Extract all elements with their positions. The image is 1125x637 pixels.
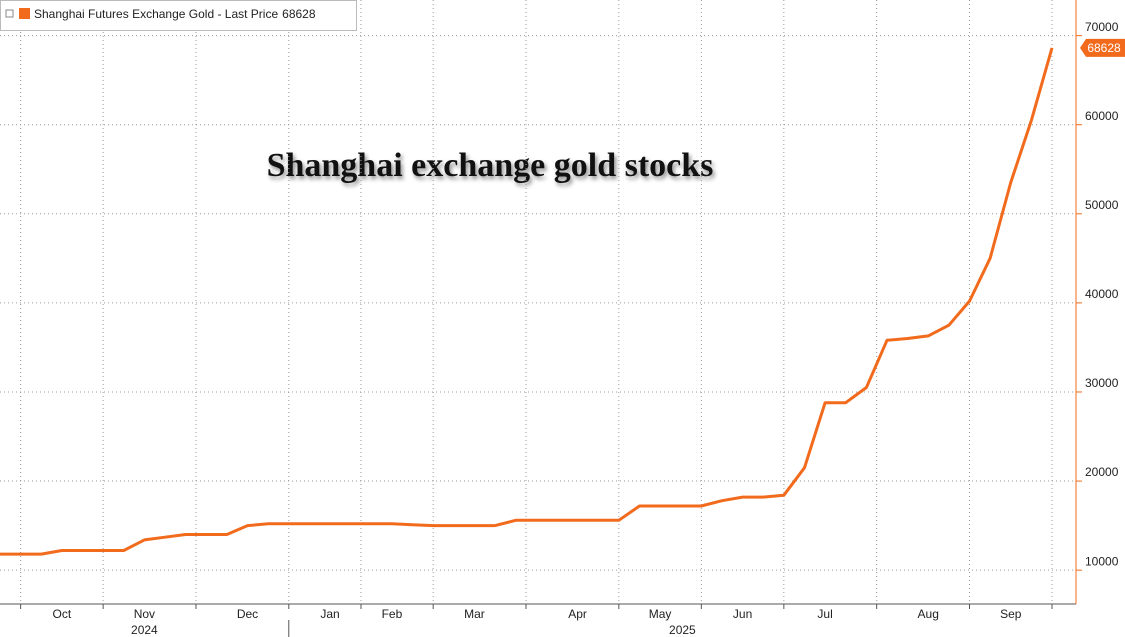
year-label: 2024 [131, 623, 158, 637]
x-tick-label: Apr [568, 607, 587, 621]
year-label: 2025 [669, 623, 696, 637]
y-tick-label: 40000 [1085, 287, 1119, 301]
y-tick-label: 20000 [1085, 465, 1119, 479]
last-value-tag [1080, 38, 1125, 57]
y-tick-label: 10000 [1085, 554, 1119, 568]
x-tick-label: May [649, 607, 672, 621]
x-tick-label: Jul [817, 607, 832, 621]
x-tick-label: Oct [53, 607, 72, 621]
x-tick-label: Jun [733, 607, 752, 621]
x-tick-label: Aug [918, 607, 939, 621]
y-tick-label: 70000 [1085, 20, 1119, 34]
last-value-label: 68628 [1087, 41, 1121, 55]
legend-toggle [5, 9, 14, 18]
annotation: Shanghai exchange gold stocks [267, 147, 714, 184]
legend-last-value: 68628 [282, 7, 316, 21]
y-tick-label: 50000 [1085, 198, 1119, 212]
legend-label: Shanghai Futures Exchange Gold - Last Pr… [34, 7, 316, 21]
x-tick-label: Jan [320, 607, 339, 621]
series-line [0, 47, 1054, 556]
legend-series-name: Shanghai Futures Exchange Gold - Last Pr… [34, 7, 278, 21]
x-tick-label: Nov [134, 607, 155, 621]
y-tick-label: 60000 [1085, 109, 1119, 123]
x-tick-label: Mar [464, 607, 485, 621]
legend-box [0, 0, 357, 31]
x-tick-label: Sep [1000, 607, 1022, 621]
x-tick-label: Feb [382, 607, 403, 621]
legend-swatch [19, 8, 30, 19]
x-tick-label: Dec [237, 607, 258, 621]
y-tick-label: 30000 [1085, 376, 1119, 390]
